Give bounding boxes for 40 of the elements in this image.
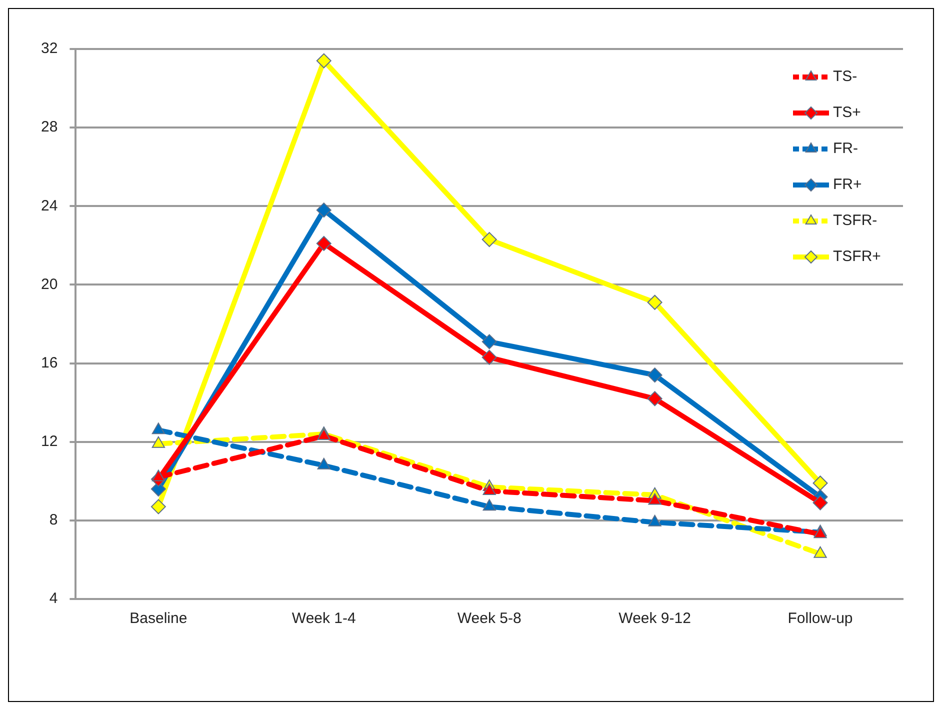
point (647, 391, 662, 406)
point (317, 458, 330, 470)
point (648, 514, 662, 526)
y-tick-label: 32 (40, 40, 58, 58)
point (812, 476, 828, 491)
x-tick-label: Week 1-4 (292, 610, 356, 628)
point (482, 483, 496, 495)
point (316, 53, 332, 68)
point (152, 422, 165, 434)
point (812, 495, 828, 510)
legend-label: TSFR+ (833, 248, 882, 266)
y-tick-label: 24 (40, 197, 58, 214)
point (482, 499, 496, 511)
legend-label: FR- (833, 140, 858, 158)
y-tick-label: 28 (40, 118, 58, 136)
legend-label: FR+ (833, 176, 862, 194)
point (152, 436, 165, 448)
point (482, 334, 497, 350)
y-tick-label: 4 (49, 590, 58, 608)
point (648, 493, 662, 505)
y-tick-label: 16 (40, 354, 58, 372)
x-tick-label: Week 9-12 (618, 610, 691, 628)
point (316, 202, 332, 218)
point (150, 499, 166, 514)
point (316, 236, 332, 251)
legend-label: TSFR- (833, 212, 878, 230)
y-tick-label: 20 (40, 276, 58, 293)
x-tick-label: Week 5-8 (457, 610, 522, 628)
x-tick-label: Baseline (130, 610, 188, 628)
point (152, 470, 165, 482)
x-tick-label: Follow-up (788, 610, 853, 628)
point (647, 368, 662, 383)
legend-label: TS+ (833, 104, 862, 122)
point (482, 232, 497, 248)
y-tick-label: 8 (49, 512, 58, 529)
point (647, 294, 662, 310)
y-tick-label: 12 (40, 433, 58, 450)
point (814, 546, 827, 558)
point (482, 350, 497, 365)
legend-label: TS- (833, 68, 858, 86)
